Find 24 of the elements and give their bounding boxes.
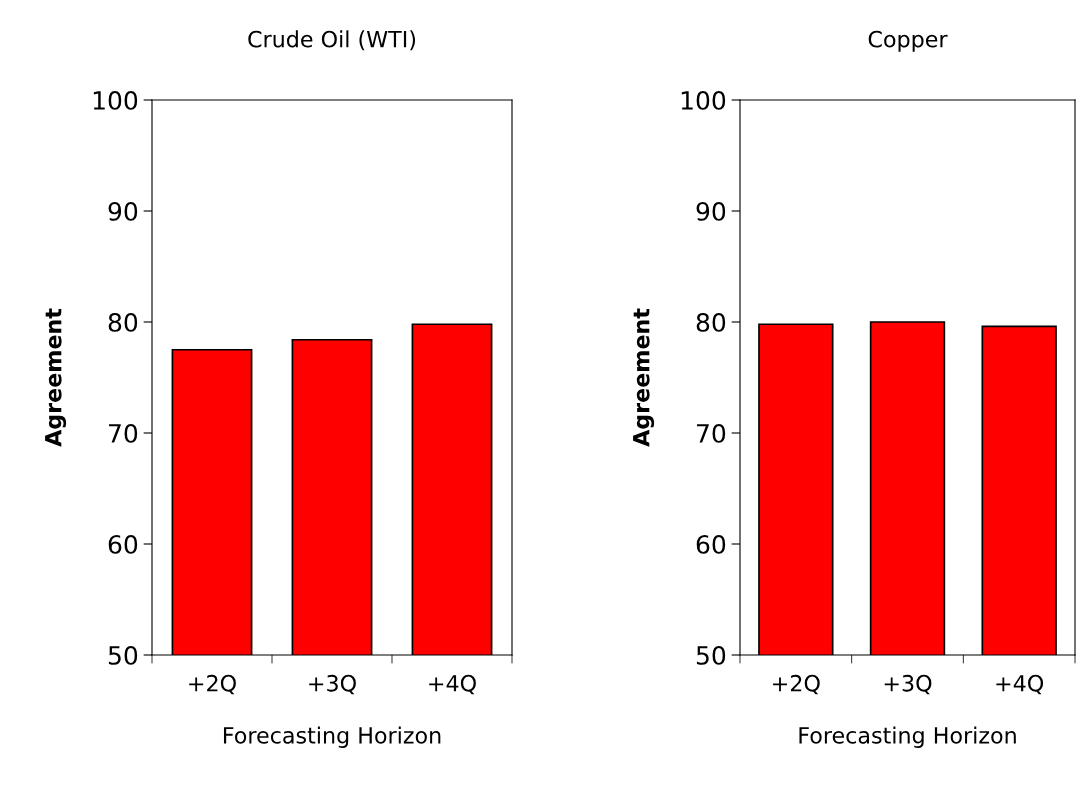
x-tick-label: +3Q (309, 674, 356, 695)
y-tick-label: 80 (696, 312, 726, 332)
y-tick-label: 50 (108, 645, 138, 665)
x-tick-label: +3Q (884, 674, 932, 695)
y-axis-title: Agreement (633, 308, 655, 447)
chart-title: Crude Oil (WTI) (248, 30, 416, 51)
y-tick-label: 90 (108, 201, 138, 221)
y-tick-label: 70 (697, 423, 726, 443)
x-tick-label: +4Q (429, 674, 476, 695)
chart-title: Copper (868, 30, 948, 52)
y-tick-label: 60 (696, 534, 726, 554)
x-tick-label: +2Q (773, 674, 820, 695)
x-axis-title: Forecasting Horizon (223, 726, 441, 749)
y-tick-label: 50 (696, 645, 726, 665)
y-tick-label: 80 (108, 312, 138, 332)
x-tick-label: +4Q (996, 674, 1044, 695)
y-tick-label: 100 (681, 90, 726, 110)
x-tick-label: +2Q (189, 674, 236, 695)
y-tick-label: 70 (109, 423, 138, 443)
y-tick-label: 100 (93, 90, 138, 110)
x-axis-title: Forecasting Horizon (799, 726, 1016, 749)
y-axis-title: Agreement (45, 308, 67, 447)
y-tick-label: 60 (108, 534, 138, 554)
y-tick-label: 90 (696, 201, 726, 221)
